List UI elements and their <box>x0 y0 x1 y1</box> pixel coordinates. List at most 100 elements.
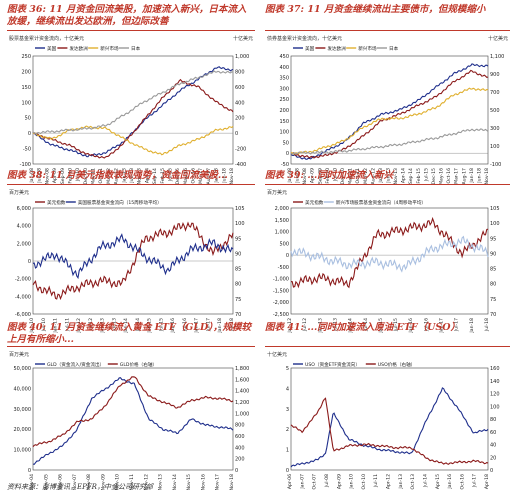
x-tick-label: Jul-14 <box>135 318 141 332</box>
x-tick-label: Jan-13 <box>100 318 106 334</box>
y-tick-label: 30,000 <box>14 407 32 413</box>
x-tick-label: Jul-18 <box>229 318 235 332</box>
y-tick-label: 4 <box>286 386 289 392</box>
x-tick-label: Oct-16 <box>191 168 197 184</box>
caption-rule <box>265 346 510 347</box>
legend-entry: 新兴市场 <box>100 45 119 52</box>
y-tick-label-right: 800 <box>235 69 245 75</box>
y-tick-label-right: 600 <box>235 434 245 440</box>
y-tick-label: 0 <box>286 253 289 259</box>
y-tick-label: -2,000 <box>273 300 289 306</box>
series-line <box>290 69 489 159</box>
x-tick-label: Mar-17 <box>454 168 460 184</box>
x-tick-label: Jul-16 <box>423 318 429 332</box>
x-tick-label: May-11 <box>348 168 354 185</box>
y-tick-label: -100 <box>20 162 31 168</box>
x-tick-label: Jun-13 <box>129 168 135 184</box>
y-tick-label: 200 <box>279 108 289 114</box>
y-tick-label-right: 100 <box>490 144 500 150</box>
x-tick-label: Nov-10 <box>115 474 121 490</box>
y-tick-label-right: 100 <box>490 221 500 227</box>
y-tick-label-right: 105 <box>235 206 245 212</box>
y-tick-label: -50 <box>281 162 289 168</box>
legend-entry: GLD价格（右轴） <box>120 361 157 368</box>
y-axis-label-left: 股票基金累计资金流向，十亿美元 <box>9 35 84 42</box>
chart-dxy-us-equity: 百万美元 美元指数 美国股票基金资金流向（15周移动平均） 6,000 4,000 2,0… <box>7 186 255 342</box>
series-line <box>291 87 489 155</box>
x-tick-label: Nov-18 <box>229 474 235 490</box>
y-tick-label-right: 400 <box>235 100 245 106</box>
x-tick-label: Dec-10 <box>340 168 346 184</box>
x-tick-label: Jul-17 <box>472 474 478 488</box>
figure-39-caption: 图表 39: ...同时加速流入新兴 <box>265 170 394 181</box>
series-line <box>32 377 234 465</box>
x-tick-label: Aug-12 <box>370 168 376 185</box>
x-tick-label: Mar-17 <box>198 168 204 184</box>
y-tick-label-right: 120 <box>490 392 500 398</box>
x-tick-label: Nov-17 <box>215 474 221 490</box>
figure-41-caption: 图表 41: ...同时加速流入原油 ETF（USO） <box>265 322 461 333</box>
plot-frame <box>290 367 489 471</box>
x-tick-label: Jul-13 <box>332 318 338 332</box>
x-tick-label: Jan-14 <box>348 318 354 334</box>
x-tick-label: Apr-06 <box>287 474 293 489</box>
y-tick-label-right: 75 <box>235 297 241 303</box>
x-tick-label: Nov-18 <box>484 168 490 184</box>
x-tick-label: Apr-12 <box>386 474 392 489</box>
y-tick-label: 0 <box>28 259 31 265</box>
x-tick-label: Jul-17 <box>205 318 211 332</box>
x-tick-label: Feb-10 <box>67 168 73 184</box>
x-tick-label: Mar-12 <box>363 168 369 184</box>
x-tick-label: Jul-13 <box>111 318 117 332</box>
legend-entry: 发达欧洲 <box>69 45 88 52</box>
y-tick-label: 0 <box>286 468 289 474</box>
y-tick-label-right: 100 <box>235 221 245 227</box>
y-tick-label-right: 60 <box>490 430 496 436</box>
x-tick-label: Jul-14 <box>363 318 369 332</box>
y-tick-label: 250 <box>21 54 31 60</box>
x-tick-label: Jul-11 <box>373 474 379 488</box>
y-tick-label: 10,000 <box>14 448 32 454</box>
y-tick-label-right: 200 <box>235 457 245 463</box>
x-tick-label: Jan-17 <box>194 318 200 334</box>
legend-entry: 美元指数 <box>305 199 324 206</box>
y-tick-label: 450 <box>279 54 289 60</box>
chart-equity-flows: 股票基金累计资金流向，十亿美元 十亿美元 美国 发达欧洲 新兴市场 日本 250 200 150… <box>7 32 255 192</box>
y-tick-label: -1,000 <box>273 277 289 283</box>
y-tick-label-right: 95 <box>490 236 496 242</box>
legend-entry: 美国 <box>47 45 57 52</box>
x-tick-label: Oct-11 <box>355 168 361 184</box>
x-tick-label: Nov-15 <box>186 474 192 490</box>
y-tick-label-right: 900 <box>490 72 500 78</box>
y-tick-label-right: 70 <box>235 312 241 318</box>
legend-entry: 美国 <box>305 45 315 52</box>
y-tick-label-right: -400 <box>235 162 246 168</box>
y-tick-label: 40,000 <box>14 386 32 392</box>
y-tick-label: 1,000 <box>275 230 289 236</box>
y-tick-label-right: 80 <box>490 282 496 288</box>
x-tick-label: Jan-15 <box>147 318 153 334</box>
y-tick-label: 50,000 <box>14 366 32 372</box>
source-note: 资料来源：彭博资讯，EPFR，中金公司研究部 <box>7 483 153 491</box>
y-tick-label-right: 20 <box>490 455 496 461</box>
x-tick-label: Feb-15 <box>160 168 166 184</box>
x-tick-label: Nov-18 <box>229 168 235 184</box>
y-tick-label: 0 <box>28 468 31 474</box>
y-axis-label-right: 十亿美元 <box>488 35 508 42</box>
y-axis-label-left: 十亿美元 <box>267 351 287 358</box>
legend-entry: 美元指数 <box>47 199 66 206</box>
x-tick-label: Oct-16 <box>459 474 465 490</box>
x-tick-label: Nov-14 <box>172 474 178 490</box>
y-tick-label: -2,500 <box>273 312 289 318</box>
y-tick-label: 150 <box>279 119 289 125</box>
x-tick-label: Sep-14 <box>408 168 414 184</box>
y-tick-label-right: -200 <box>235 147 246 153</box>
y-tick-label-right: 800 <box>235 423 245 429</box>
series-line <box>32 125 234 156</box>
y-tick-label-right: 0 <box>235 131 238 137</box>
y-tick-label: 100 <box>21 100 31 106</box>
x-tick-label: Jun-18 <box>221 168 227 184</box>
x-tick-label: Jan-16 <box>170 318 176 334</box>
y-tick-label-right: 85 <box>490 267 496 273</box>
